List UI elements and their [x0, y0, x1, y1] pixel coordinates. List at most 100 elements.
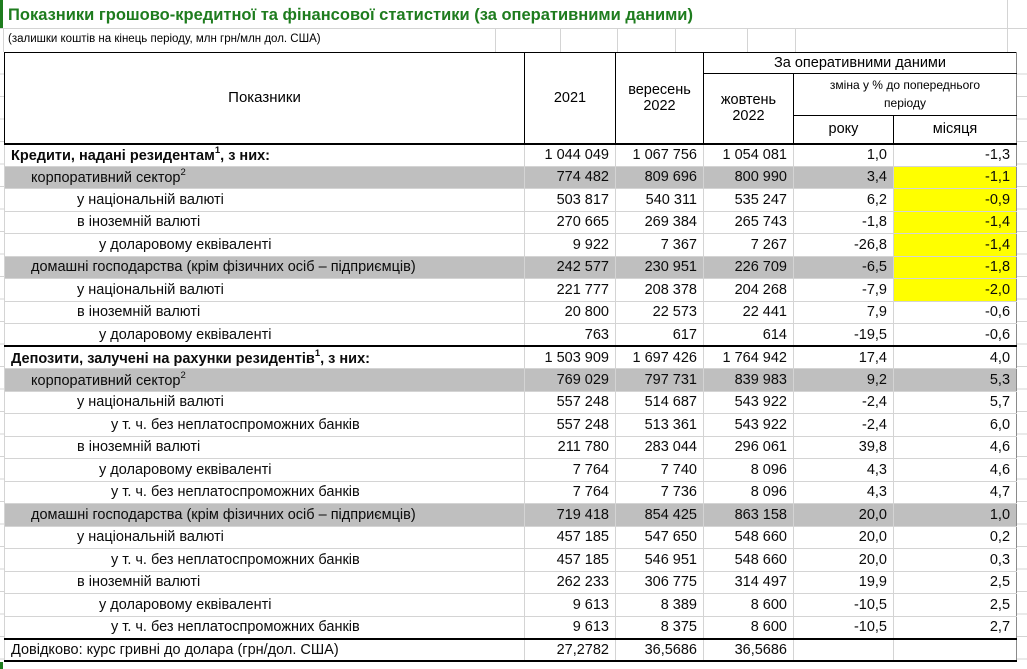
footnote-marker: 2 — [180, 369, 186, 381]
table-row: у т. ч. без неплатоспроможних банків 7 76… — [4, 480, 1018, 504]
accent-bar-bottom-left — [0, 662, 3, 669]
change-month-cell: 5,3 — [892, 368, 1018, 392]
value-october-2022-cell: 8 096 — [703, 458, 794, 482]
row-label-cell: у т. ч. без неплатоспроможних банків — [4, 615, 525, 639]
value-2021-cell: 557 248 — [524, 413, 616, 437]
change-year-cell: 4,3 — [793, 480, 894, 504]
row-label: у т. ч. без неплатоспроможних банків — [111, 416, 360, 433]
sheet-gridline — [795, 28, 796, 52]
sheet-gridline — [1007, 0, 1008, 52]
table-row: корпоративний сектор2 774 482 809 696 800 9… — [4, 165, 1018, 189]
table-row: корпоративний сектор2 769 029 797 731 839 9… — [4, 368, 1018, 392]
row-label: у доларовому еквіваленті — [99, 236, 272, 253]
row-label-cell: у національній валюті — [4, 525, 525, 549]
column-header-october-2022: жовтень 2022 — [703, 73, 794, 145]
value-september-2022-cell: 22 573 — [615, 300, 704, 324]
value-2021-cell: 457 185 — [524, 525, 616, 549]
change-year-cell: -2,4 — [793, 390, 894, 414]
value-september-2022-cell: 283 044 — [615, 435, 704, 459]
change-month-cell: -1,1 — [892, 165, 1018, 189]
row-label-cell: у т. ч. без неплатоспроможних банків — [4, 413, 525, 437]
value-october-2022-cell: 543 922 — [703, 390, 794, 414]
change-year-cell: -7,9 — [793, 278, 894, 302]
page-title: Показники грошово-кредитної та фінансово… — [8, 6, 693, 24]
row-label: у т. ч. без неплатоспроможних банків — [111, 484, 360, 501]
row-label-cell: домашні господарства (крім фізичних осіб… — [4, 255, 525, 279]
table-row: у національній валюті 503 817 540 311 535 2… — [4, 188, 1018, 212]
value-2021-cell: 262 233 — [524, 570, 616, 594]
change-year-cell: -10,5 — [793, 593, 894, 617]
column-group-change-percent: зміна у % до попереднього періоду — [792, 73, 1018, 116]
value-2021-cell: 557 248 — [524, 390, 616, 414]
sheet-gridline — [675, 28, 676, 52]
value-october-2022-cell: 226 709 — [703, 255, 794, 279]
change-year-cell: 17,4 — [793, 345, 894, 369]
change-month-cell: -0,9 — [892, 188, 1018, 212]
change-year-cell: -1,8 — [793, 210, 894, 234]
change-month-cell: 4,6 — [892, 458, 1018, 482]
value-october-2022-cell: 535 247 — [703, 188, 794, 212]
row-label-cell: домашні господарства (крім фізичних осіб… — [4, 503, 525, 527]
row-label-cell: корпоративний сектор2 — [4, 368, 525, 392]
row-label: у т. ч. без неплатоспроможних банків — [111, 551, 360, 568]
value-october-2022-cell: 7 267 — [703, 233, 794, 257]
row-label: в іноземній валюті — [77, 304, 201, 321]
table-row: у доларовому еквіваленті 9 613 8 389 8 600-… — [4, 593, 1018, 617]
change-month-cell — [892, 637, 1018, 662]
row-label: корпоративний сектор — [31, 170, 181, 187]
row-label: корпоративний сектор — [31, 372, 181, 389]
value-2021-cell: 9 613 — [524, 593, 616, 617]
value-october-2022-cell: 1 054 081 — [703, 142, 794, 167]
row-label: у національній валюті — [77, 281, 224, 298]
column-header-year-change: року — [793, 115, 894, 145]
row-label-cell: у національній валюті — [4, 278, 525, 302]
change-month-cell: 0,2 — [892, 525, 1018, 549]
table-row: в іноземній валюті 262 233 306 775 314 497 1… — [4, 570, 1018, 594]
change-month-cell: -1,8 — [892, 255, 1018, 279]
value-october-2022-cell: 8 096 — [703, 480, 794, 504]
change-year-cell: 20,0 — [793, 525, 894, 549]
row-label-cell: корпоративний сектор2 — [4, 165, 525, 189]
value-october-2022-cell: 1 764 942 — [703, 345, 794, 369]
value-october-2022-cell: 204 268 — [703, 278, 794, 302]
value-2021-cell: 503 817 — [524, 188, 616, 212]
value-2021-cell: 1 044 049 — [524, 142, 616, 167]
sheet-gridline — [3, 28, 4, 52]
table-row: домашні господарства (крім фізичних осіб… — [4, 503, 1018, 527]
value-september-2022-cell: 306 775 — [615, 570, 704, 594]
table-row: в іноземній валюті 270 665 269 384 265 743-… — [4, 210, 1018, 234]
change-month-cell: -0,6 — [892, 300, 1018, 324]
value-2021-cell: 7 764 — [524, 458, 616, 482]
value-2021-cell: 9 613 — [524, 615, 616, 639]
change-month-cell: 6,0 — [892, 413, 1018, 437]
row-label-cell: Довідково: курс гривні до долара (грн/до… — [4, 637, 525, 662]
change-year-cell: 20,0 — [793, 503, 894, 527]
value-2021-cell: 211 780 — [524, 435, 616, 459]
row-label-cell: в іноземній валюті — [4, 210, 525, 234]
value-september-2022-cell: 269 384 — [615, 210, 704, 234]
value-september-2022-cell: 7 367 — [615, 233, 704, 257]
row-label-cell: в іноземній валюті — [4, 435, 525, 459]
value-september-2022-cell: 797 731 — [615, 368, 704, 392]
change-month-cell: -1,3 — [892, 142, 1018, 167]
value-october-2022-cell: 863 158 — [703, 503, 794, 527]
row-label: у національній валюті — [77, 191, 224, 208]
change-year-cell: 9,2 — [793, 368, 894, 392]
value-september-2022-cell: 809 696 — [615, 165, 704, 189]
row-label: в іноземній валюті — [77, 214, 201, 231]
change-month-cell: -0,6 — [892, 323, 1018, 347]
column-header-month-change: місяця — [892, 115, 1018, 145]
value-september-2022-cell: 230 951 — [615, 255, 704, 279]
value-september-2022-cell: 617 — [615, 323, 704, 347]
column-header-september-2022: вересень 2022 — [615, 52, 704, 145]
table-row: домашні господарства (крім фізичних осіб… — [4, 255, 1018, 279]
row-label-cell: у національній валюті — [4, 390, 525, 414]
row-label-cell: Депозити, залучені на рахунки резидентів… — [4, 345, 525, 369]
column-group-change-percent-label: зміна у % до попереднього періоду — [829, 78, 981, 110]
change-year-cell: -26,8 — [793, 233, 894, 257]
sheet-margin-right — [1017, 52, 1027, 662]
table-row: у т. ч. без неплатоспроможних банків 557 … — [4, 413, 1018, 437]
table-row: у національній валюті 221 777 208 378 204 2… — [4, 278, 1018, 302]
table-row: в іноземній валюті 20 800 22 573 22 441 7,9-… — [4, 300, 1018, 324]
value-october-2022-cell: 314 497 — [703, 570, 794, 594]
